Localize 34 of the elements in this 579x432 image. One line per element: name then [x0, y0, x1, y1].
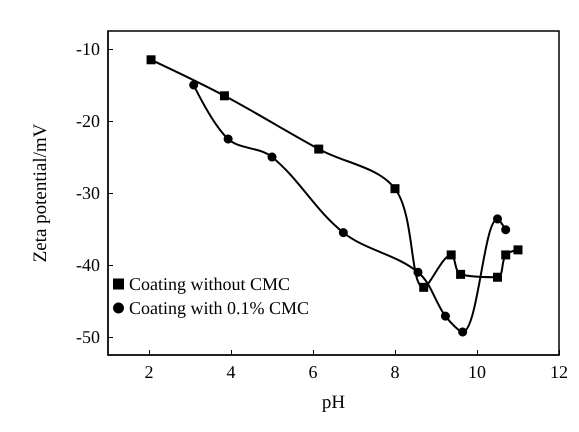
point: [456, 270, 466, 279]
y-tick-label: -40: [76, 255, 100, 275]
y-tick-label: -10: [76, 39, 100, 59]
x-tick-label: 10: [468, 362, 486, 382]
y-tick-label: -20: [76, 111, 100, 131]
x-tick-label: 2: [144, 362, 154, 382]
point: [189, 80, 198, 90]
x-tick-label: 8: [390, 362, 400, 382]
legend-label: Coating with 0.1% CMC: [129, 298, 310, 318]
point: [224, 134, 233, 144]
point: [413, 268, 422, 277]
point: [390, 184, 400, 194]
y-tick-label: -50: [76, 327, 100, 347]
point: [338, 228, 348, 238]
point: [220, 91, 229, 100]
point: [458, 327, 468, 336]
point: [493, 214, 502, 224]
x-tick-label: 6: [308, 362, 318, 382]
point: [501, 250, 510, 260]
point: [146, 55, 156, 64]
point: [419, 282, 428, 292]
point: [440, 312, 450, 321]
point: [446, 250, 456, 260]
point: [493, 272, 502, 282]
y-axis-title: Zeta potential/mV: [30, 123, 51, 262]
y-tick-label: -30: [76, 183, 100, 203]
point: [314, 144, 324, 154]
x-axis-title: pH: [322, 392, 346, 413]
legend-label: Coating without CMC: [129, 274, 290, 294]
point: [514, 245, 522, 254]
point: [268, 152, 276, 162]
x-tick-label: 4: [226, 362, 236, 382]
point: [501, 225, 510, 234]
x-tick-label: 12: [550, 362, 568, 382]
